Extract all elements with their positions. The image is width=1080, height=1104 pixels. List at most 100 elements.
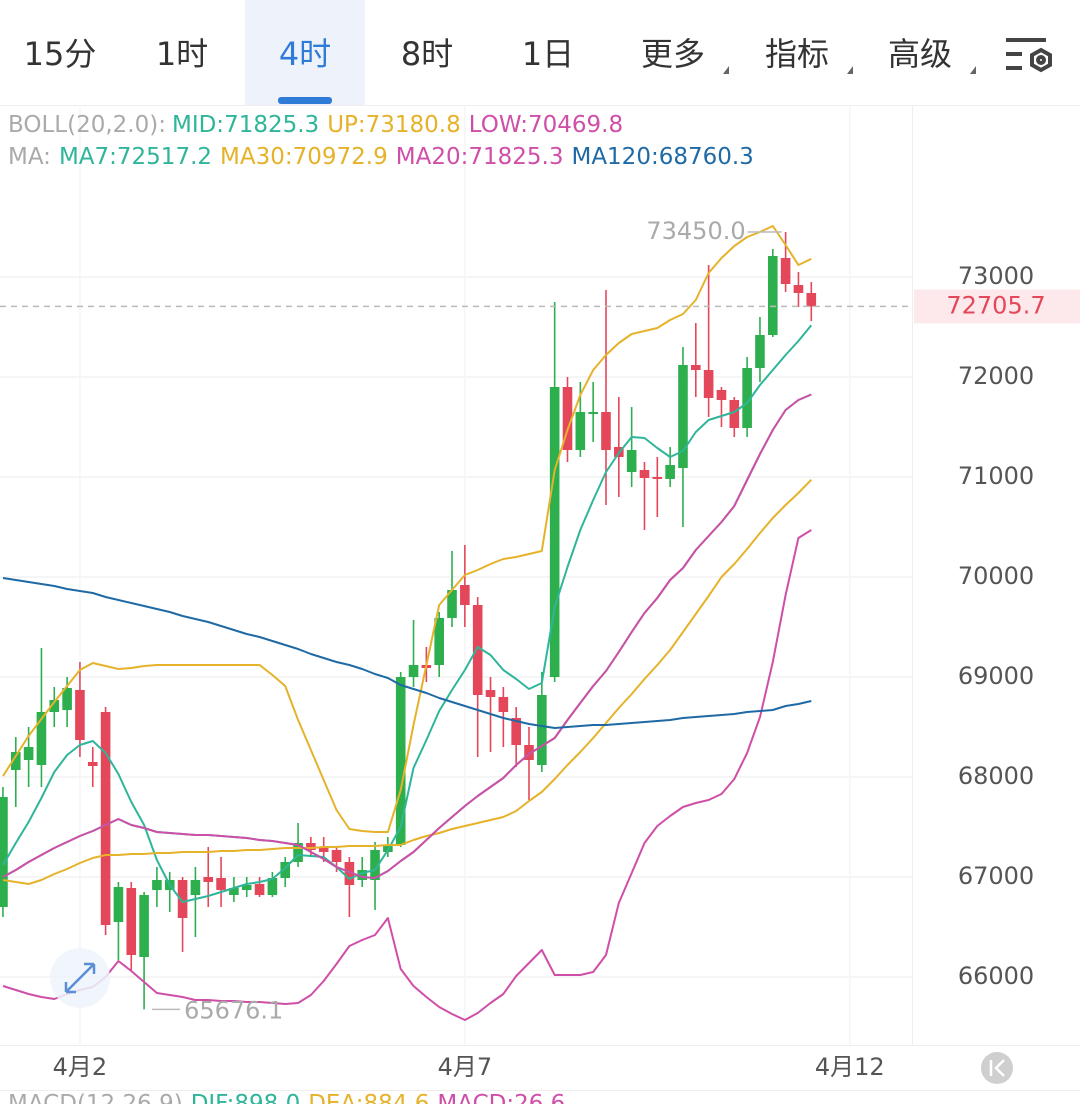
candle-body xyxy=(498,697,509,712)
candle-body xyxy=(331,850,342,862)
y-tick-label: 73000 xyxy=(958,262,1034,290)
candle-body xyxy=(23,747,34,760)
tab[interactable]: 高级 xyxy=(888,35,976,74)
indicator-line xyxy=(2,324,813,903)
y-tick-label: 67000 xyxy=(958,862,1034,890)
candle-body xyxy=(203,877,214,882)
candle-body xyxy=(306,843,316,850)
legend-group-label: BOLL(20,2.0): xyxy=(8,112,166,138)
legend-name: MA7: xyxy=(59,144,117,170)
candle-body xyxy=(485,690,496,697)
tab-highlight xyxy=(245,0,365,105)
y-tick-label: 68000 xyxy=(958,762,1034,790)
tab[interactable]: 更多 xyxy=(641,35,729,74)
tab-label: 8时 xyxy=(401,35,453,73)
candle-body xyxy=(562,387,573,450)
candle-body xyxy=(806,293,817,307)
candle-body xyxy=(36,712,47,765)
candle-body xyxy=(254,884,265,895)
candle-body xyxy=(742,368,752,428)
y-tick-label: 70000 xyxy=(958,562,1034,590)
candle-body xyxy=(267,878,278,895)
expand-arrows xyxy=(64,962,96,994)
candle-body xyxy=(639,470,650,478)
legend-name: MA120: xyxy=(571,144,658,170)
tab-underline xyxy=(278,97,332,104)
tab-bar: 15分 1时 4时 8时 1日 更多 指标 高级 xyxy=(0,0,1080,106)
legend-value: 68760.3 xyxy=(659,144,754,170)
legend-value: 71825.3 xyxy=(468,144,563,170)
candle-body xyxy=(100,712,111,925)
indicator-line xyxy=(2,393,812,879)
legend-value: 71825.3 xyxy=(224,112,319,138)
candle-body xyxy=(49,700,60,712)
indicator-line xyxy=(2,577,812,729)
legend-group-label: MA: xyxy=(8,144,51,170)
candle-body xyxy=(575,412,586,450)
candle-body xyxy=(241,885,252,890)
legend-name: MID: xyxy=(172,112,224,138)
candle-body xyxy=(357,870,368,880)
candle-body xyxy=(87,762,98,766)
tab-label: 1日 xyxy=(522,35,574,73)
candle-body xyxy=(177,880,188,918)
candle-body xyxy=(780,258,791,284)
last-price-tag xyxy=(914,289,1080,324)
y-tick-label: 71000 xyxy=(958,462,1034,490)
tab[interactable]: 15分 xyxy=(24,35,97,73)
legend-name: MA30: xyxy=(220,144,293,170)
dropdown-caret xyxy=(723,66,729,74)
candle-body xyxy=(755,335,765,368)
tab[interactable]: 1日 xyxy=(522,35,574,73)
candle-body xyxy=(344,862,355,885)
candle-body xyxy=(665,465,675,479)
x-tick-label: 4月12 xyxy=(815,1053,885,1081)
candle-body xyxy=(460,585,470,605)
tab[interactable]: 1时 xyxy=(156,35,208,73)
candle-body xyxy=(190,880,201,895)
candle-body xyxy=(703,370,714,398)
legend-value: 70972.9 xyxy=(293,144,388,170)
x-tick-label: 4月2 xyxy=(53,1053,108,1081)
macd-header: MACD(12,26,9) DIF:898.0 DEA:884.6 MACD:26.6 xyxy=(8,1091,565,1104)
candle-body xyxy=(62,688,72,710)
candle-body xyxy=(767,256,778,335)
indicator-legend: MA: MA7:72517.2 MA30:70972.9 MA20:71825.3 MA… xyxy=(8,144,754,170)
candle-body xyxy=(0,797,8,907)
tab[interactable]: 4时 xyxy=(245,0,365,105)
legend-name: LOW: xyxy=(469,112,528,138)
candle-body xyxy=(10,752,21,770)
candle-body xyxy=(678,365,688,468)
candle-body xyxy=(691,365,701,370)
macd-item: DEA:884.6 xyxy=(308,1091,429,1104)
candle-body xyxy=(793,285,804,293)
macd-item: MACD:26.6 xyxy=(437,1091,565,1104)
candle-body xyxy=(588,412,598,414)
expand-button[interactable] xyxy=(50,948,110,1008)
macd-item: DIF:898.0 xyxy=(191,1091,301,1104)
settings-icon[interactable] xyxy=(1006,38,1052,73)
legend-value: 70469.8 xyxy=(528,112,623,138)
indicator-line xyxy=(2,529,812,1021)
candle-body xyxy=(626,450,637,472)
candle-body xyxy=(549,387,560,677)
candle-body xyxy=(280,862,291,878)
latest-glyph xyxy=(989,1059,1005,1077)
candle-body xyxy=(716,390,727,400)
candle-body xyxy=(370,850,380,880)
low-label: 65676.1 xyxy=(184,996,283,1024)
candle-body xyxy=(511,718,521,745)
dropdown-caret xyxy=(847,66,853,74)
tab-label: 高级 xyxy=(888,35,952,73)
tab[interactable]: 指标 xyxy=(765,35,853,74)
tab[interactable]: 8时 xyxy=(401,35,453,73)
legend-value: 73180.8 xyxy=(366,112,461,138)
candle-body xyxy=(524,745,534,760)
indicator-line xyxy=(2,479,813,885)
candle-body xyxy=(537,695,547,765)
legend-name: UP: xyxy=(327,112,365,138)
tab-label: 1时 xyxy=(156,35,208,73)
macd-label: MACD(12,26,9) xyxy=(8,1091,183,1104)
scroll-latest-button[interactable] xyxy=(981,1052,1013,1084)
